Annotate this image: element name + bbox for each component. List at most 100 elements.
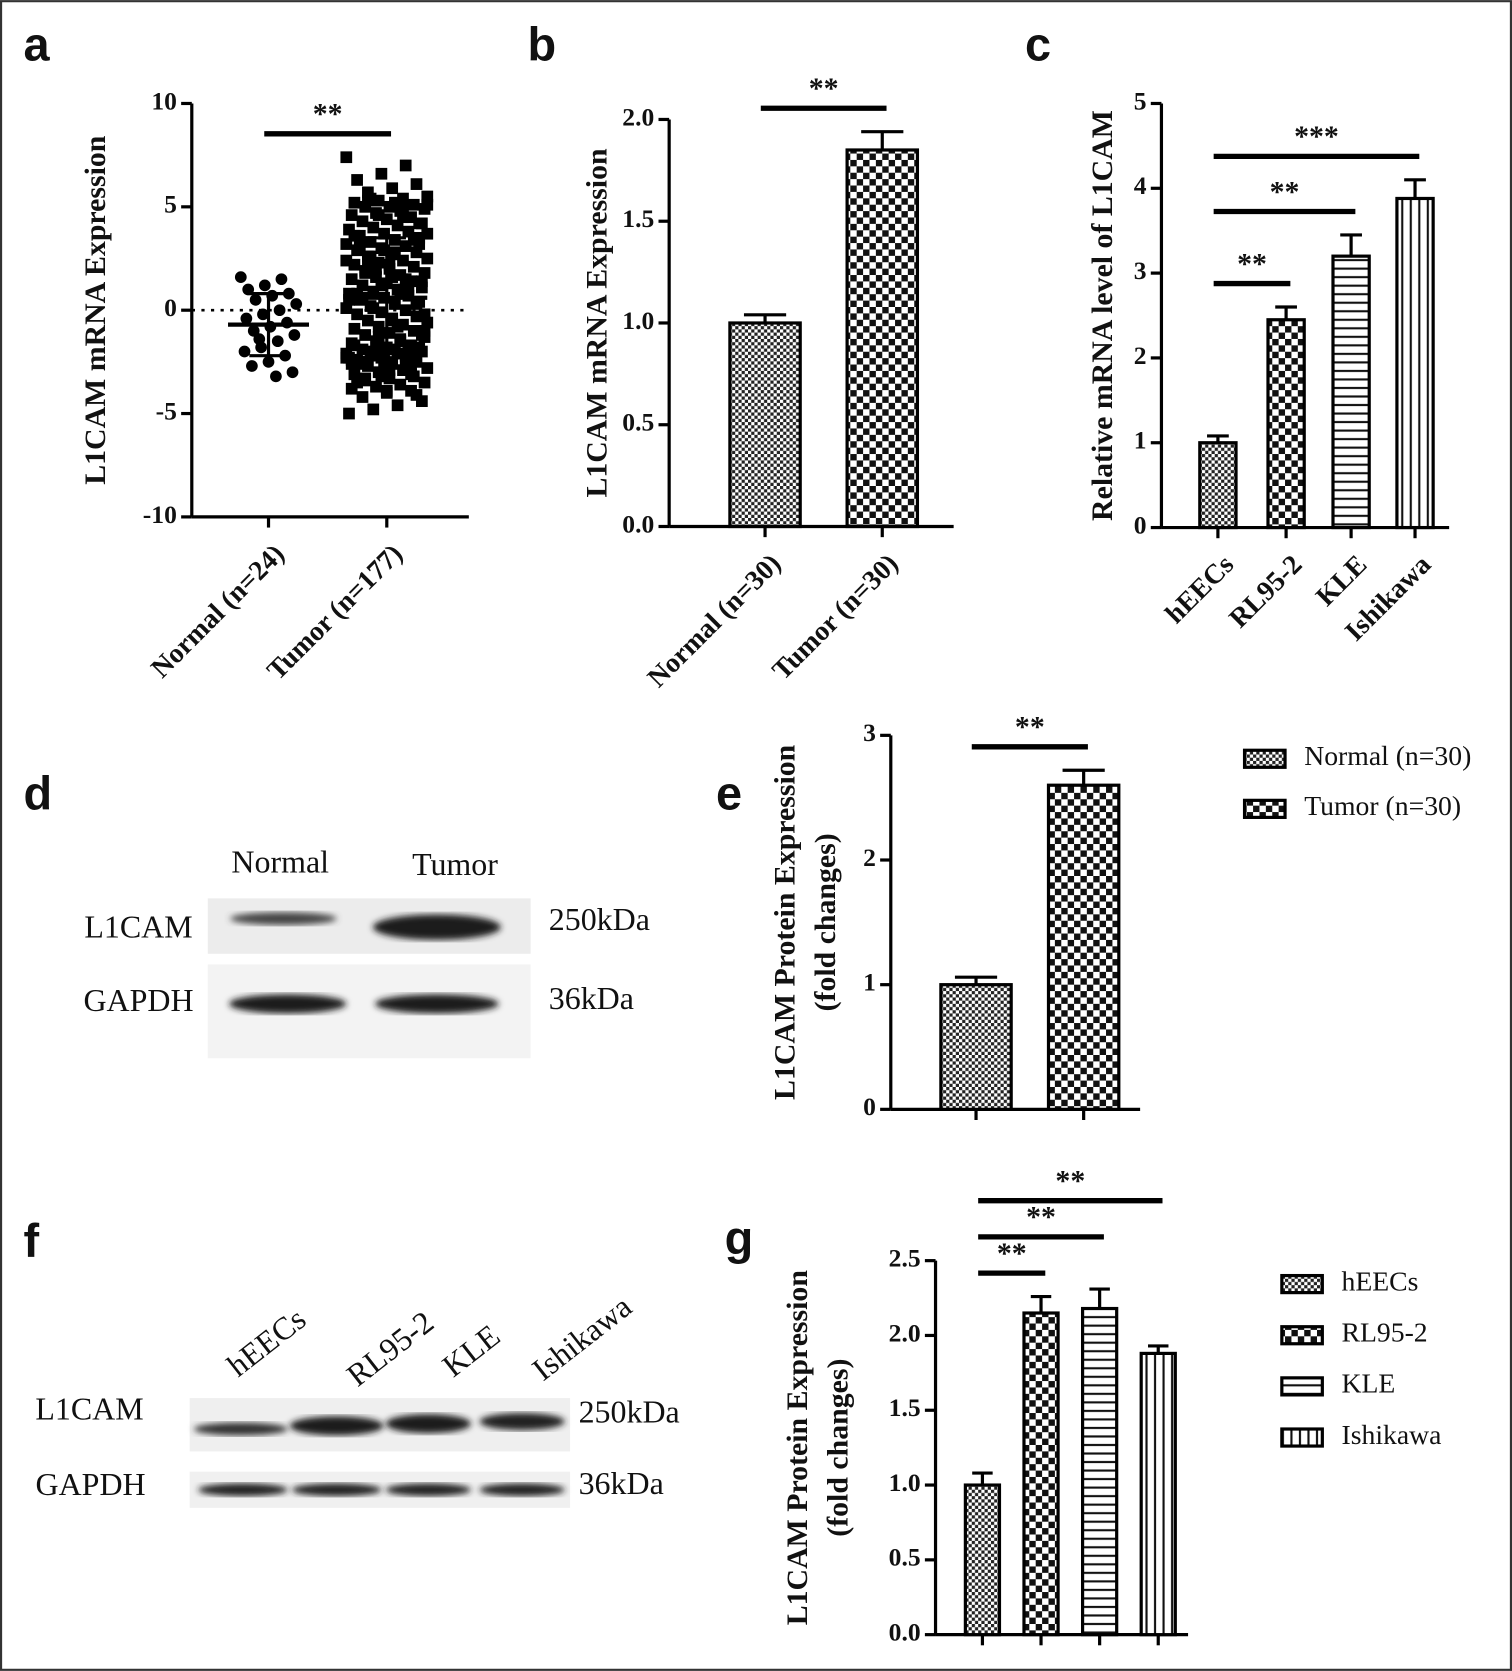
size-label: 36kDa (549, 981, 634, 1016)
point (416, 275, 428, 288)
bar (1046, 783, 1121, 1111)
legend-swatch (1280, 1427, 1324, 1448)
point (378, 227, 390, 240)
point (359, 372, 372, 385)
point (359, 200, 372, 213)
significance-label: ** (809, 72, 839, 105)
point (397, 203, 409, 215)
point (397, 254, 409, 267)
legend-swatch (1242, 748, 1287, 769)
point (383, 258, 396, 271)
point (343, 223, 355, 236)
significance-label: ** (1015, 711, 1045, 744)
point (348, 339, 361, 352)
point (405, 339, 417, 352)
x-tick-label: Normal (n=30) (641, 547, 787, 693)
point (407, 325, 420, 337)
panel-label: a (23, 18, 50, 70)
point (389, 196, 401, 209)
y-tick-label: 2.0 (889, 1318, 921, 1347)
point (370, 271, 382, 283)
bar (728, 321, 802, 529)
point (340, 302, 353, 314)
legend-swatch (1280, 1273, 1324, 1295)
point (364, 236, 377, 248)
point (383, 372, 396, 385)
bar (1198, 441, 1238, 530)
point (391, 320, 404, 333)
y-tick-label: 5 (1134, 86, 1147, 115)
y-tick-label: 0.5 (622, 408, 654, 437)
point (372, 256, 385, 269)
y-tick-label: 1 (1134, 426, 1147, 455)
point (375, 167, 388, 180)
point (340, 151, 353, 164)
y-tick-label: 2 (863, 843, 876, 872)
bar (939, 983, 1013, 1111)
point (402, 225, 415, 238)
point (271, 335, 284, 348)
point (356, 215, 369, 228)
x-tick-label: RL95-2 (1223, 548, 1308, 633)
point (397, 211, 409, 224)
y-tick-label: 0 (1134, 510, 1147, 539)
point (413, 341, 426, 354)
point (383, 327, 396, 339)
y-axis-label: L1CAM Protein Expression (768, 744, 801, 1100)
point (375, 306, 388, 319)
point (399, 273, 412, 286)
protein-label: L1CAM (35, 1391, 143, 1426)
significance-label: ** (1270, 175, 1300, 208)
point (389, 234, 401, 246)
point (367, 403, 380, 416)
band (193, 1422, 288, 1436)
panel-label: d (23, 768, 52, 820)
chart: g L1CAM Protein Expression (fold changes) 0… (725, 1164, 1442, 1646)
point (370, 262, 382, 275)
point (421, 227, 434, 240)
point (367, 285, 380, 298)
bar (963, 1483, 1002, 1637)
point (391, 219, 404, 232)
point (359, 267, 372, 279)
point (345, 209, 358, 221)
significance-label: ** (1026, 1201, 1056, 1234)
point (262, 356, 275, 368)
legend-label: hEECs (1342, 1265, 1419, 1296)
y-axis-label: (fold changes) (822, 1359, 855, 1537)
point (362, 186, 374, 199)
significance-label: ** (997, 1237, 1027, 1270)
legend-swatch (1242, 798, 1287, 819)
y-tick-label: 10 (151, 86, 177, 115)
point (391, 399, 404, 412)
panel-label: c (1025, 18, 1051, 70)
y-axis-label: L1CAM Protein Expression (781, 1270, 814, 1626)
point (378, 349, 390, 362)
legend-swatch (1280, 1376, 1324, 1397)
point (356, 356, 369, 368)
y-tick-label: 1.5 (889, 1393, 921, 1422)
point (367, 221, 380, 234)
point (386, 314, 399, 327)
point (394, 285, 407, 298)
point (348, 196, 361, 209)
point (378, 244, 390, 257)
point (383, 364, 396, 376)
point (372, 194, 385, 207)
band (291, 1483, 382, 1497)
point (343, 407, 355, 420)
protein-label: GAPDH (36, 1467, 146, 1502)
point (399, 159, 412, 172)
y-tick-label: 4 (1134, 171, 1147, 200)
point (421, 190, 434, 203)
point (340, 351, 353, 364)
legend-swatch (1280, 1325, 1324, 1346)
point (351, 308, 363, 321)
point (416, 395, 428, 408)
point (375, 279, 388, 292)
panel-label: g (725, 1212, 754, 1264)
legend-label: KLE (1342, 1368, 1396, 1399)
point (247, 325, 260, 337)
point (257, 308, 269, 321)
